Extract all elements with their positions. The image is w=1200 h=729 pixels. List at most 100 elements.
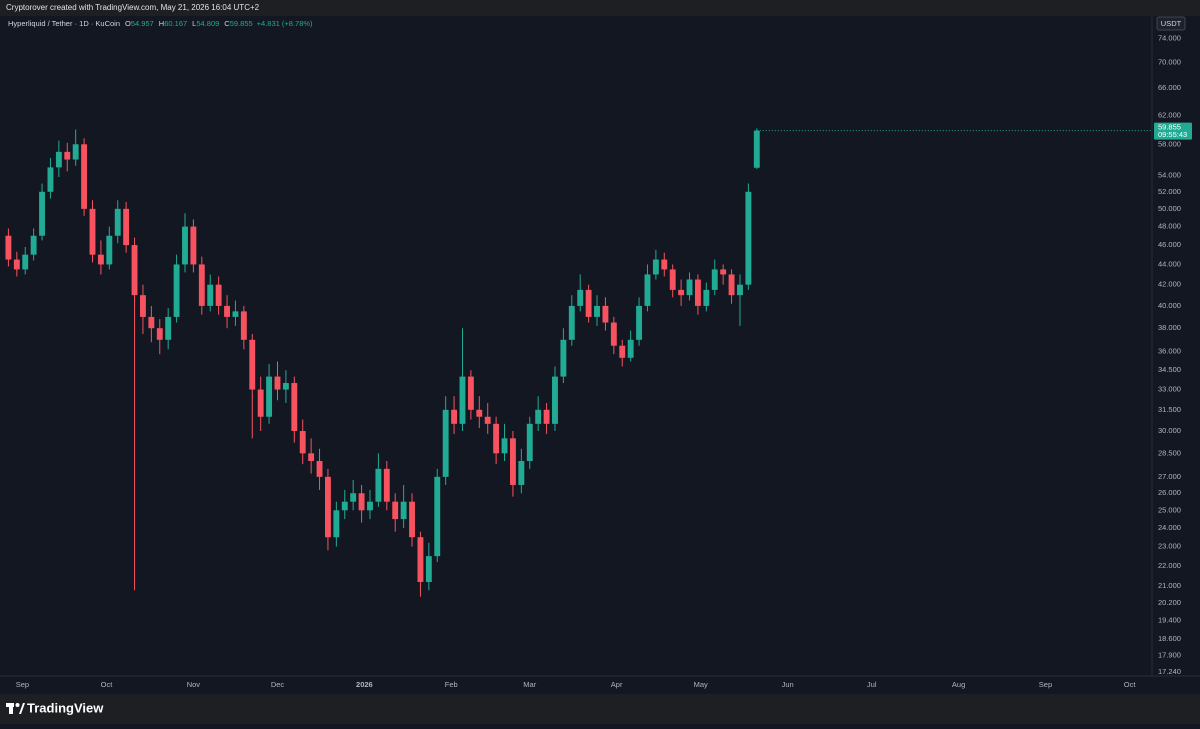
y-tick-label: 23.000 xyxy=(1158,542,1181,551)
y-tick-label: 54.000 xyxy=(1158,170,1181,179)
ohlc-value: 54.957 xyxy=(131,19,154,28)
candle-body xyxy=(711,269,718,290)
ohlc-value: 59.855 xyxy=(230,19,253,28)
candle-body xyxy=(467,376,474,410)
candle-body xyxy=(72,144,79,160)
candle-body xyxy=(501,438,508,454)
price-value: 59.855 xyxy=(1158,123,1181,132)
candle-body xyxy=(190,226,197,265)
candle-body xyxy=(568,305,575,340)
ohlc-key: C xyxy=(224,19,230,28)
candle-body xyxy=(207,284,214,306)
candle-body xyxy=(484,416,491,424)
y-tick-label: 38.000 xyxy=(1158,323,1181,332)
y-tick-label: 40.000 xyxy=(1158,301,1181,310)
y-tick-label: 18.600 xyxy=(1158,634,1181,643)
candle-body xyxy=(459,376,466,424)
candle-body xyxy=(728,274,735,296)
x-tick-label: May xyxy=(694,680,708,689)
candle-body xyxy=(282,383,289,390)
candle-body xyxy=(518,461,525,485)
candle-body xyxy=(375,468,382,502)
y-tick-label: 70.000 xyxy=(1158,57,1181,66)
candle-body xyxy=(232,311,239,317)
plot-bg xyxy=(0,16,1200,694)
brand: TradingView xyxy=(27,700,104,715)
x-tick-label: 2026 xyxy=(356,680,373,689)
candle-body xyxy=(661,259,668,270)
candle-body xyxy=(652,259,659,275)
ohlc-value: 60.167 xyxy=(164,19,187,28)
candle-body xyxy=(257,389,264,417)
ohlc-key: H xyxy=(159,19,164,28)
candle-body xyxy=(543,409,550,424)
candle-body xyxy=(173,264,180,317)
candle-body xyxy=(434,476,441,557)
candle-body xyxy=(198,264,205,306)
candle-body xyxy=(400,501,407,520)
candle-body xyxy=(131,245,138,296)
candle-body xyxy=(97,254,104,265)
candle-body xyxy=(678,289,685,296)
candle-body xyxy=(552,376,558,424)
candle-body xyxy=(737,284,743,296)
candle-body xyxy=(224,305,230,317)
x-tick-label: Feb xyxy=(445,680,458,689)
candle-body xyxy=(451,409,458,424)
candle-body xyxy=(81,144,88,209)
candle-body xyxy=(182,226,188,265)
x-tick-label: Oct xyxy=(1124,680,1137,689)
candle-body xyxy=(148,316,155,329)
candle-body xyxy=(123,208,130,246)
ohlc-key: L xyxy=(192,19,196,28)
y-tick-label: 50.000 xyxy=(1158,204,1181,213)
candle-body xyxy=(442,409,449,477)
candle-body xyxy=(341,501,348,511)
candle-body xyxy=(13,259,20,270)
candle-body xyxy=(140,295,146,317)
x-tick-label: Oct xyxy=(101,680,114,689)
candle-body xyxy=(324,476,331,538)
logo-mark xyxy=(19,703,25,714)
y-tick-label: 19.400 xyxy=(1158,616,1181,625)
candle-body xyxy=(476,409,483,417)
candle-body xyxy=(39,191,45,236)
credit: Cryptorover created with TradingView.com… xyxy=(6,3,260,12)
candle-body xyxy=(636,305,643,340)
countdown: 09:55:43 xyxy=(1158,130,1187,139)
ohlc-legend: Hyperliquid / Tether · 1D · KuCoin O54.95… xyxy=(8,19,313,28)
candle-body xyxy=(316,461,323,477)
y-tick-label: 21.000 xyxy=(1158,581,1181,590)
candle-body xyxy=(106,235,113,265)
y-tick-label: 25.000 xyxy=(1158,505,1181,514)
candle-body xyxy=(627,339,634,358)
ohlc-value: 54.809 xyxy=(196,19,219,28)
x-tick-label: Aug xyxy=(952,680,965,689)
candle-body xyxy=(686,279,693,296)
y-tick-label: 44.000 xyxy=(1158,259,1181,268)
candle-body xyxy=(358,493,365,511)
y-tick-label: 36.000 xyxy=(1158,347,1181,356)
price-box xyxy=(1154,122,1192,140)
candle-body xyxy=(560,339,567,377)
candle-body xyxy=(720,269,727,275)
x-tick-label: Nov xyxy=(187,680,201,689)
y-tick-label: 28.500 xyxy=(1158,448,1181,457)
x-tick-label: Apr xyxy=(611,680,623,689)
candle-body xyxy=(577,289,584,306)
candle-body xyxy=(308,453,315,462)
candle-body xyxy=(55,151,62,168)
candle-body xyxy=(350,493,357,502)
candle-body xyxy=(535,409,542,424)
currency-box xyxy=(1156,16,1186,31)
top-bar xyxy=(0,0,1200,16)
candle-body xyxy=(240,311,247,340)
candle-body xyxy=(602,305,609,323)
candle-body xyxy=(669,269,676,290)
candle-body xyxy=(619,345,626,358)
y-tick-label: 46.000 xyxy=(1158,240,1181,249)
x-tick-label: Mar xyxy=(523,680,536,689)
y-tick-label: 27.000 xyxy=(1158,472,1181,481)
